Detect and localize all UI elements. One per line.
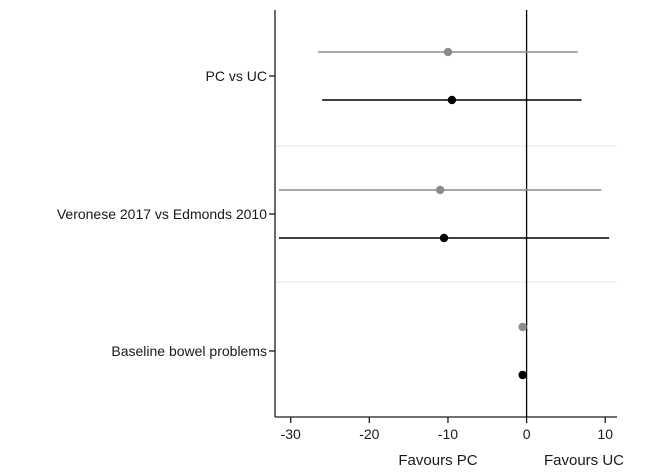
group-label: Baseline bowel problems bbox=[111, 343, 267, 359]
favours-left-label: Favours PC bbox=[398, 452, 477, 469]
x-tick-label: -30 bbox=[281, 426, 301, 442]
x-tick-label: 10 bbox=[597, 426, 613, 442]
x-tick-label: 0 bbox=[523, 426, 531, 442]
point-estimate bbox=[518, 370, 527, 380]
point-estimate bbox=[518, 322, 527, 332]
point-estimate bbox=[435, 185, 445, 195]
point-estimate bbox=[447, 95, 457, 105]
favours-right-label: Favours UC bbox=[544, 452, 624, 469]
group-labels: PC vs UC Veronese 2017 vs Edmonds 2010 Bas… bbox=[57, 68, 275, 359]
point-estimate bbox=[439, 233, 449, 243]
point-estimate bbox=[443, 47, 453, 57]
x-tick-label: -20 bbox=[359, 426, 379, 442]
group-separators bbox=[275, 145, 617, 283]
x-axis-ticks: -30 -20 -10 0 10 bbox=[281, 417, 613, 442]
group-label: PC vs UC bbox=[206, 68, 267, 84]
x-tick-label: -10 bbox=[438, 426, 458, 442]
group-label: Veronese 2017 vs Edmonds 2010 bbox=[57, 206, 267, 222]
estimate-marks bbox=[278, 47, 610, 380]
